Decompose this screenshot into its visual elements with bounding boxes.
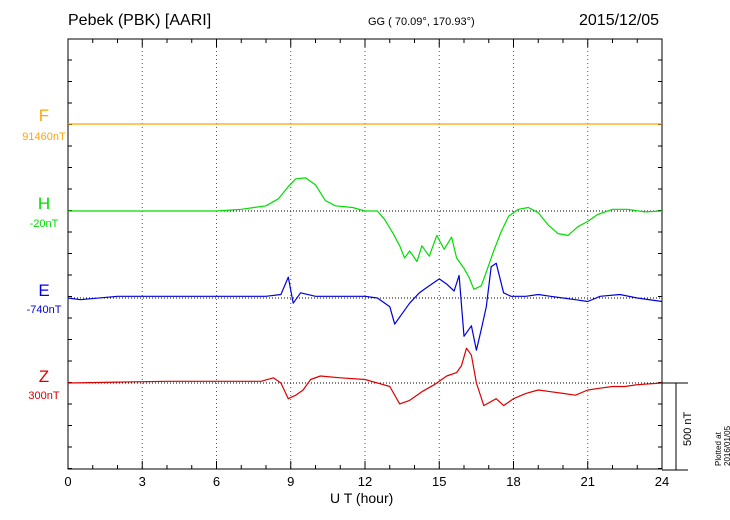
geographic-coordinates: GG ( 70.09°, 170.93°) bbox=[368, 16, 475, 28]
baseline-label-z: 300nT bbox=[28, 390, 60, 402]
x-tick-label: 3 bbox=[139, 474, 146, 489]
component-label-f: F bbox=[38, 106, 50, 125]
plotted-timestamp: Plotted at 2016/01/05 01:30 UT bbox=[714, 425, 730, 466]
x-axis-label: U T (hour) bbox=[330, 490, 394, 506]
x-tick-label: 21 bbox=[581, 474, 595, 489]
x-tick-label: 18 bbox=[506, 474, 520, 489]
baseline-label-e: -740nT bbox=[26, 304, 62, 316]
series-line-z bbox=[67, 347, 663, 407]
x-tick-label: 15 bbox=[432, 474, 446, 489]
x-tick-label: 0 bbox=[64, 474, 71, 489]
scale-bar-label: 500 nT bbox=[682, 411, 694, 446]
baseline-label-h: -20nT bbox=[29, 218, 59, 230]
x-tick-label: 6 bbox=[213, 474, 220, 489]
series-line-e bbox=[67, 262, 663, 351]
series-line-h bbox=[68, 177, 663, 290]
x-tick-label: 9 bbox=[287, 474, 294, 489]
baseline-label-f: 91460nT bbox=[22, 131, 66, 143]
component-label-h: H bbox=[37, 194, 51, 213]
station-title: Pebek (PBK) [AARI] bbox=[68, 12, 212, 29]
component-label-z: Z bbox=[38, 367, 50, 386]
plot-date: 2015/12/05 bbox=[579, 12, 660, 29]
x-tick-label: 24 bbox=[655, 474, 669, 489]
x-tick-label: 12 bbox=[358, 474, 372, 489]
component-label-e: E bbox=[38, 281, 50, 300]
